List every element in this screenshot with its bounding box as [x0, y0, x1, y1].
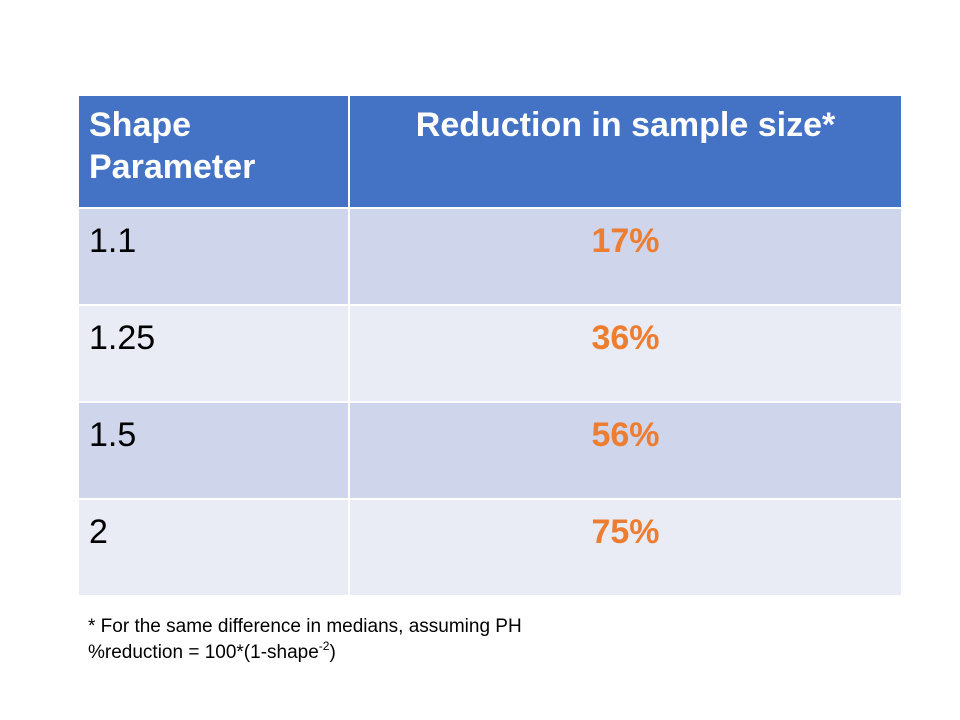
reduction-cell: 36% [348, 304, 901, 403]
shape-cell: 1.5 [79, 401, 350, 500]
formula-suffix: ) [329, 642, 336, 663]
table-row: 1.5 56% [79, 401, 901, 500]
footnote: * For the same difference in medians, as… [88, 614, 888, 666]
formula-exponent: -2 [318, 638, 330, 653]
table-header-row: Shape Parameter Reduction in sample size… [79, 96, 901, 209]
header-shape-parameter: Shape Parameter [79, 96, 350, 209]
header-shape-line1: Shape [89, 106, 192, 144]
table-row: 1.25 36% [79, 304, 901, 403]
table-row: 2 75% [79, 498, 901, 597]
header-shape-line2: Parameter [89, 148, 256, 186]
shape-cell: 1.1 [79, 207, 350, 306]
formula-prefix: %reduction = 100*(1-shape [88, 642, 319, 663]
sample-size-table: Shape Parameter Reduction in sample size… [79, 96, 901, 597]
reduction-cell: 56% [348, 401, 901, 500]
reduction-cell: 75% [348, 498, 901, 597]
shape-cell: 2 [79, 498, 350, 597]
footnote-line1: * For the same difference in medians, as… [88, 616, 522, 637]
footnote-formula: %reduction = 100*(1-shape-2) [88, 640, 888, 666]
reduction-cell: 17% [348, 207, 901, 306]
table-row: 1.1 17% [79, 207, 901, 306]
shape-cell: 1.25 [79, 304, 350, 403]
header-reduction: Reduction in sample size* [348, 96, 901, 209]
table-container: Shape Parameter Reduction in sample size… [79, 96, 901, 597]
